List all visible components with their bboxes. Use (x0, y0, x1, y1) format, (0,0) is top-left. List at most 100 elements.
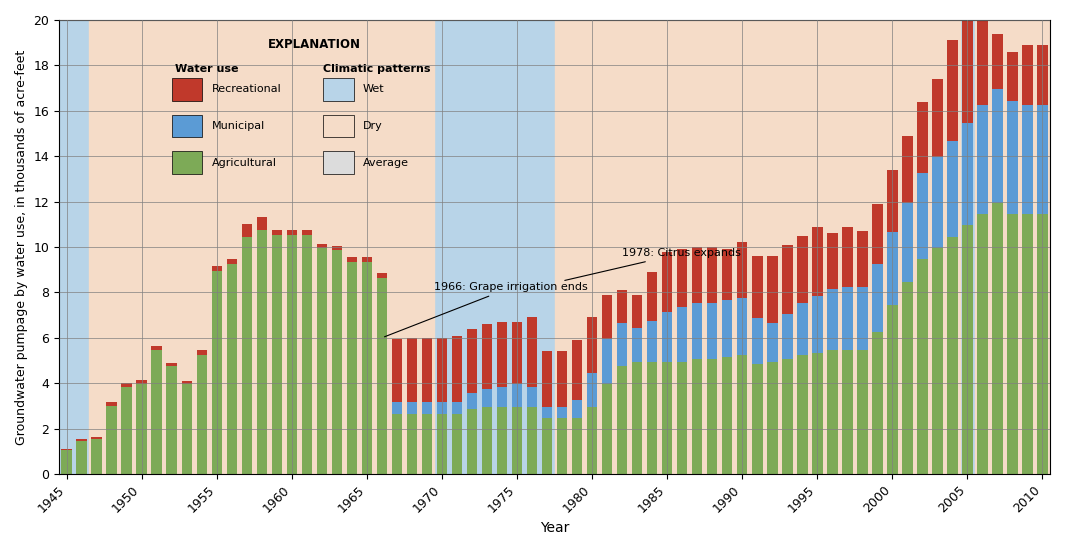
Bar (794, 20, 960, 474)
Bar (993, 34, 1003, 89)
Bar (572, 419, 583, 474)
Bar (77, 441, 87, 474)
Bar (481, 389, 492, 407)
Bar (452, 403, 462, 414)
Bar (392, 403, 403, 414)
Bar (496, 322, 507, 387)
Bar (1022, 214, 1033, 474)
Bar (242, 237, 252, 474)
Bar (1022, 105, 1033, 214)
Bar (422, 338, 432, 403)
Bar (227, 264, 237, 474)
Bar (481, 324, 492, 389)
Bar (962, 226, 972, 474)
Bar (722, 300, 733, 357)
Bar (646, 362, 657, 474)
Bar (121, 383, 132, 387)
Bar (301, 230, 312, 234)
Bar (707, 359, 718, 474)
Bar (181, 384, 192, 474)
Bar (527, 407, 538, 474)
Bar (362, 257, 372, 262)
Bar (644, 20, 794, 474)
Bar (555, 20, 644, 474)
Bar (752, 256, 763, 318)
Bar (181, 381, 192, 384)
Bar (782, 314, 792, 359)
Bar (106, 403, 117, 406)
Bar (542, 419, 553, 474)
Bar (962, 11, 972, 123)
Bar (452, 414, 462, 474)
Bar (557, 419, 568, 474)
Bar (331, 246, 342, 250)
Bar (978, 214, 987, 474)
Bar (527, 317, 538, 387)
Bar (767, 323, 777, 362)
Bar (947, 41, 957, 141)
Bar (197, 350, 207, 355)
Bar (377, 273, 388, 278)
Bar (602, 295, 612, 339)
Bar (422, 403, 432, 414)
Bar (677, 362, 687, 474)
Bar (136, 384, 147, 474)
Bar (557, 407, 568, 419)
Bar (947, 237, 957, 474)
Bar (481, 407, 492, 474)
Bar (828, 233, 837, 289)
Bar (197, 355, 207, 474)
Bar (257, 217, 267, 230)
Bar (662, 312, 672, 362)
Bar (737, 243, 748, 298)
Bar (828, 350, 837, 474)
Bar (960, 20, 974, 474)
Bar (978, 105, 987, 214)
Bar (812, 227, 822, 296)
Bar (602, 384, 612, 474)
Bar (512, 384, 522, 407)
Bar (902, 203, 913, 282)
Bar (392, 339, 403, 403)
Bar (767, 362, 777, 474)
Bar (227, 260, 237, 264)
Bar (857, 287, 868, 350)
Bar (542, 407, 553, 419)
Bar (662, 362, 672, 474)
Bar (993, 203, 1003, 474)
Bar (842, 350, 853, 474)
Bar (602, 339, 612, 384)
Bar (587, 317, 597, 373)
Bar (812, 353, 822, 474)
Bar (286, 234, 297, 474)
Bar (92, 439, 102, 474)
Bar (1007, 214, 1018, 474)
Bar (106, 406, 117, 474)
Bar (974, 20, 1050, 474)
Bar (212, 271, 222, 474)
Bar (151, 350, 162, 474)
Bar (452, 336, 462, 403)
Bar (828, 289, 837, 350)
Bar (677, 249, 687, 307)
Text: 1978: Citrus expands: 1978: Citrus expands (564, 249, 741, 280)
Bar (496, 387, 507, 407)
Bar (917, 102, 928, 173)
Bar (1037, 105, 1048, 214)
Bar (993, 89, 1003, 203)
Bar (466, 329, 477, 393)
Bar (272, 230, 282, 234)
Bar (780, 20, 794, 474)
Bar (857, 350, 868, 474)
Bar (842, 227, 853, 287)
Bar (646, 321, 657, 362)
Bar (752, 318, 763, 364)
Bar (617, 290, 627, 323)
Bar (77, 439, 87, 441)
Bar (887, 232, 898, 305)
Bar (722, 249, 733, 300)
Bar (572, 400, 583, 419)
Bar (902, 282, 913, 474)
Bar (692, 359, 703, 474)
Bar (166, 363, 177, 366)
